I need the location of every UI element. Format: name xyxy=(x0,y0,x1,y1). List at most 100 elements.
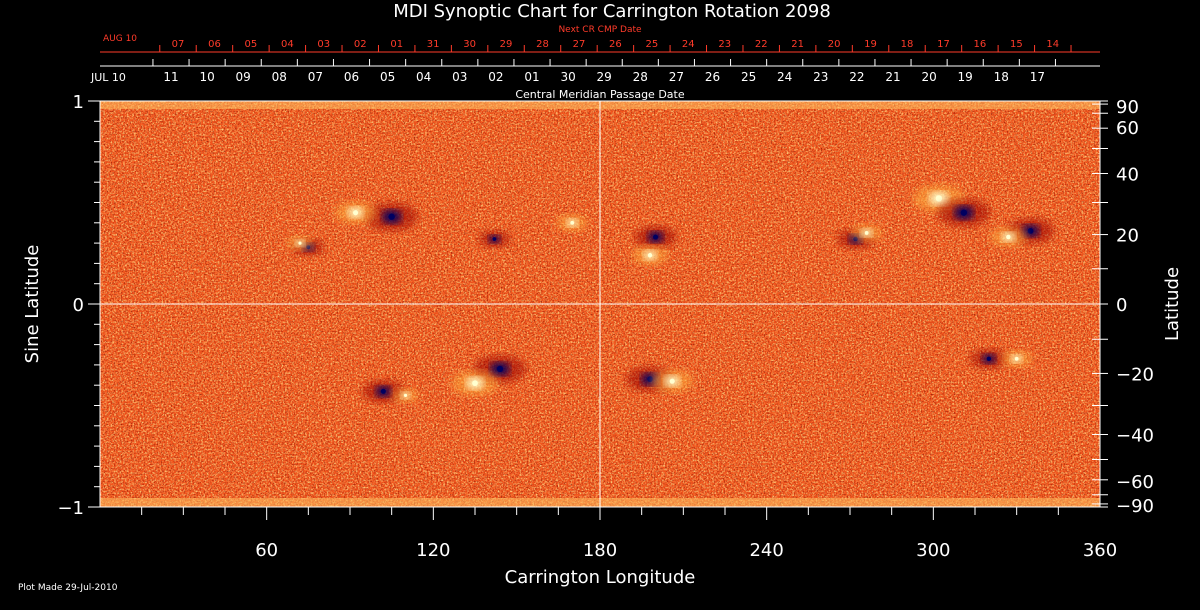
top-date-label: 25 xyxy=(741,70,756,84)
y-axis-left-label: Sine Latitude xyxy=(22,245,43,364)
x-tick-label: 240 xyxy=(749,540,783,561)
top-date-label: 06 xyxy=(344,70,359,84)
y-right-tick-label: −60 xyxy=(1116,472,1154,493)
x-axis: 60 120 180 240 300 360 xyxy=(141,507,1117,561)
top-date-label: 03 xyxy=(317,39,330,50)
y-left-tick-label: 1 xyxy=(73,92,84,113)
region-center xyxy=(298,241,302,245)
region-center xyxy=(570,220,575,225)
top-date-label: 07 xyxy=(172,39,185,50)
top-date-label: 04 xyxy=(281,39,294,50)
top-date-label: 17 xyxy=(1030,70,1045,84)
top-date-label: 20 xyxy=(921,70,936,84)
x-tick-label: 120 xyxy=(416,540,450,561)
top-date-label: 24 xyxy=(777,70,792,84)
top-date-label: 25 xyxy=(645,39,658,50)
region-center xyxy=(864,231,869,235)
region-center xyxy=(669,378,675,384)
region-center xyxy=(960,209,968,216)
chart-title: MDI Synoptic Chart for Carrington Rotati… xyxy=(393,1,831,22)
top-date-label: 01 xyxy=(524,70,539,84)
y-right-tick-label: −40 xyxy=(1116,425,1154,446)
top-date-label: 24 xyxy=(682,39,695,50)
region-center xyxy=(986,356,992,362)
top-date-label: 01 xyxy=(390,39,403,50)
region-center xyxy=(496,365,504,373)
y-right-tick-label: −90 xyxy=(1116,496,1154,517)
x-tick-label: 60 xyxy=(255,540,278,561)
region-center xyxy=(380,388,386,394)
active-regions xyxy=(287,184,1054,403)
top-date-label: 23 xyxy=(813,70,828,84)
top-date-label: 30 xyxy=(560,70,575,84)
top-date-label: 07 xyxy=(308,70,323,84)
active-region-positive xyxy=(631,245,669,266)
active-region-negative xyxy=(365,202,418,231)
y-left-tick-label: −1 xyxy=(57,498,84,519)
top-date-label: 02 xyxy=(354,39,367,50)
active-region-negative xyxy=(634,225,677,249)
x-tick-label: 180 xyxy=(583,540,617,561)
active-region-positive xyxy=(334,201,377,224)
y-axis-right-label: Latitude xyxy=(1162,267,1183,341)
active-region-negative xyxy=(937,198,990,227)
active-region-negative xyxy=(478,230,511,248)
top-date-label: 19 xyxy=(958,70,973,84)
top-date-label: 30 xyxy=(463,39,476,50)
top-date-label: 17 xyxy=(937,39,950,50)
top-date-label: 08 xyxy=(272,70,287,84)
top-date-label: 27 xyxy=(669,70,684,84)
region-center xyxy=(472,380,478,387)
y-right-tick-label: 20 xyxy=(1116,226,1139,247)
top-date-label: 05 xyxy=(380,70,395,84)
top-date-label: 23 xyxy=(718,39,731,50)
top-date-label: 29 xyxy=(500,39,513,50)
top-date-label: 21 xyxy=(791,39,804,50)
active-region-positive xyxy=(990,227,1027,247)
region-center xyxy=(1027,228,1034,234)
region-center xyxy=(492,237,497,241)
top-date-label: 22 xyxy=(849,70,864,84)
x-tick-label: 360 xyxy=(1083,540,1117,561)
region-center xyxy=(1014,356,1019,361)
x-axis-label: Carrington Longitude xyxy=(505,567,696,588)
top-date-label: 19 xyxy=(864,39,877,50)
top-date-label: 11 xyxy=(163,70,178,84)
top-date-label: 09 xyxy=(236,70,251,84)
top-date-label: 18 xyxy=(994,70,1009,84)
top-date-label: 21 xyxy=(885,70,900,84)
top-date-label: 02 xyxy=(488,70,503,84)
y-left-tick-label: 0 xyxy=(73,295,84,316)
region-center xyxy=(403,393,408,397)
active-region-positive xyxy=(651,369,694,393)
top-date-label: 18 xyxy=(901,39,914,50)
active-region-positive xyxy=(1001,350,1033,368)
top-axis-cmp: 11 10 09 08 07 06 05 04 03 02 01 30 29 28 27 26 25 24 23 22… xyxy=(100,59,1100,84)
active-region-positive xyxy=(392,388,419,403)
active-region-positive xyxy=(851,224,883,242)
active-region-positive xyxy=(451,370,499,396)
region-center xyxy=(935,195,943,202)
top-axis-next-label: Next CR CMP Date xyxy=(558,25,642,35)
region-center xyxy=(652,234,659,240)
top-date-label: 26 xyxy=(609,39,622,50)
top-date-label: 28 xyxy=(536,39,549,50)
y-right-tick-label: 90 xyxy=(1116,97,1139,118)
top-date-label: 05 xyxy=(245,39,258,50)
top-axis-next: 07 06 05 04 03 02 01 31 30 29 28 27 26 25 24 23 22 21 20 19… xyxy=(100,39,1100,53)
region-center xyxy=(647,376,653,382)
active-region-positive xyxy=(556,214,588,232)
top-date-label: 04 xyxy=(416,70,431,84)
top-date-label: 28 xyxy=(633,70,648,84)
y-right-tick-label: 40 xyxy=(1116,165,1139,186)
y-right-tick-label: 60 xyxy=(1116,118,1139,139)
top-date-label: 27 xyxy=(573,39,586,50)
y-right-tick-label: −20 xyxy=(1116,364,1154,385)
active-region-positive xyxy=(287,236,313,251)
region-center xyxy=(388,213,395,220)
top-date-label: 15 xyxy=(1010,39,1023,50)
top-date-label: 20 xyxy=(828,39,841,50)
top-date-label: 31 xyxy=(427,39,440,50)
